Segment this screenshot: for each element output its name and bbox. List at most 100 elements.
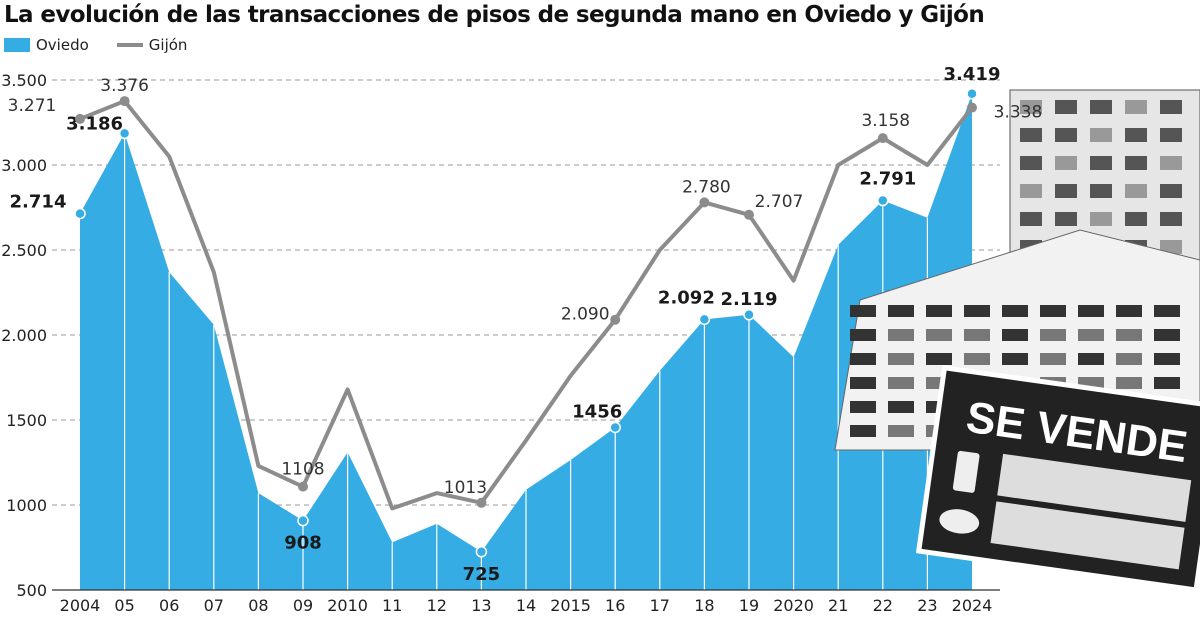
window bbox=[850, 329, 876, 341]
x-tick-label: 18 bbox=[694, 596, 714, 615]
window bbox=[888, 377, 914, 389]
window bbox=[1090, 212, 1112, 226]
legend-swatch-gijon bbox=[116, 43, 143, 47]
window bbox=[1020, 212, 1042, 226]
mobile-phone-icon bbox=[952, 450, 980, 493]
window bbox=[926, 329, 952, 341]
gijon-data-label: 3.376 bbox=[100, 76, 149, 96]
y-tick-label: 1500 bbox=[6, 411, 47, 430]
gijon-data-label: 3.338 bbox=[994, 103, 1043, 123]
window bbox=[1160, 100, 1182, 114]
gijon-data-label: 3.158 bbox=[861, 111, 910, 131]
window bbox=[1154, 329, 1180, 341]
x-tick-label: 09 bbox=[293, 596, 313, 615]
for-sale-sign: SE VENDE bbox=[915, 365, 1200, 593]
gijon-data-label: 1013 bbox=[444, 478, 487, 498]
oviedo-point bbox=[877, 194, 889, 207]
x-tick-label: 06 bbox=[159, 596, 179, 615]
oviedo-data-label: 2.092 bbox=[658, 287, 715, 308]
x-tick-label: 12 bbox=[427, 596, 447, 615]
y-tick-label: 3.000 bbox=[1, 156, 47, 175]
x-tick-label: 14 bbox=[516, 596, 536, 615]
oviedo-point bbox=[74, 207, 86, 220]
oviedo-data-label: 1456 bbox=[572, 401, 622, 422]
window bbox=[1125, 128, 1147, 142]
window bbox=[1116, 377, 1142, 389]
oviedo-data-label: 908 bbox=[284, 533, 322, 554]
window bbox=[850, 425, 876, 437]
x-tick-label: 2015 bbox=[550, 596, 591, 615]
x-tick-label: 2010 bbox=[327, 596, 368, 615]
oviedo-data-label: 3.186 bbox=[66, 113, 123, 134]
window bbox=[1055, 100, 1077, 114]
oviedo-data-label: 725 bbox=[463, 564, 501, 585]
window bbox=[1160, 184, 1182, 198]
window bbox=[1002, 329, 1028, 341]
telephone-icon bbox=[939, 509, 980, 534]
window bbox=[1090, 128, 1112, 142]
window bbox=[1055, 212, 1077, 226]
window bbox=[1154, 353, 1180, 365]
gijon-point bbox=[75, 113, 85, 124]
gijon-point bbox=[967, 102, 977, 113]
window bbox=[1125, 184, 1147, 198]
window bbox=[1020, 100, 1042, 114]
window bbox=[1040, 329, 1066, 341]
window bbox=[1078, 329, 1104, 341]
window bbox=[1116, 329, 1142, 341]
window bbox=[888, 353, 914, 365]
window bbox=[964, 329, 990, 341]
gijon-point bbox=[699, 197, 710, 208]
x-tick-label: 13 bbox=[471, 596, 491, 615]
window bbox=[888, 305, 914, 317]
legend-label-gijon: Gijón bbox=[148, 36, 188, 54]
window bbox=[1154, 305, 1180, 317]
x-tick-label: 16 bbox=[605, 596, 625, 615]
window bbox=[926, 353, 952, 365]
x-tick-label: 08 bbox=[248, 596, 268, 615]
oviedo-data-label: 3.419 bbox=[944, 64, 1001, 85]
gijon-line bbox=[79, 99, 974, 511]
y-tick-label: 1000 bbox=[6, 496, 47, 515]
y-tick-label: 500 bbox=[16, 581, 47, 600]
sign-blank-field bbox=[990, 501, 1185, 570]
window bbox=[850, 353, 876, 365]
window bbox=[1055, 128, 1077, 142]
x-tick-label: 23 bbox=[917, 596, 937, 615]
gijon-data-label: 2.090 bbox=[561, 305, 610, 325]
window bbox=[850, 377, 876, 389]
oviedo-data-label: 2.119 bbox=[721, 289, 778, 310]
x-tick-label: 17 bbox=[650, 596, 670, 615]
window bbox=[1055, 184, 1077, 198]
window bbox=[1160, 128, 1182, 142]
x-tick-label: 11 bbox=[382, 596, 402, 615]
window bbox=[1160, 156, 1182, 170]
window bbox=[926, 305, 952, 317]
window bbox=[888, 401, 914, 413]
gijon-data-label: 2.707 bbox=[755, 192, 804, 212]
window bbox=[850, 305, 876, 317]
gijon-data-label: 2.780 bbox=[682, 177, 731, 197]
oviedo-point bbox=[966, 88, 978, 100]
window bbox=[1078, 353, 1104, 365]
x-tick-label: 2004 bbox=[60, 596, 101, 615]
window bbox=[1040, 353, 1066, 365]
y-tick-label: 2.500 bbox=[1, 241, 47, 260]
oviedo-point bbox=[297, 514, 309, 527]
window bbox=[1090, 156, 1112, 170]
window bbox=[1160, 212, 1182, 226]
window bbox=[964, 305, 990, 317]
window bbox=[1020, 184, 1042, 198]
legend-swatch-oviedo bbox=[4, 38, 30, 52]
x-tick-label: 22 bbox=[873, 596, 893, 615]
gijon-point bbox=[744, 209, 754, 220]
gijon-point bbox=[298, 481, 308, 492]
oviedo-point bbox=[609, 421, 621, 434]
window bbox=[1125, 156, 1147, 170]
y-tick-label: 3.500 bbox=[1, 71, 47, 90]
window bbox=[1002, 305, 1028, 317]
oviedo-point bbox=[118, 127, 131, 140]
legend: Oviedo Gijón bbox=[4, 36, 187, 54]
window bbox=[888, 425, 914, 437]
gijon-data-label: 1108 bbox=[281, 460, 324, 480]
